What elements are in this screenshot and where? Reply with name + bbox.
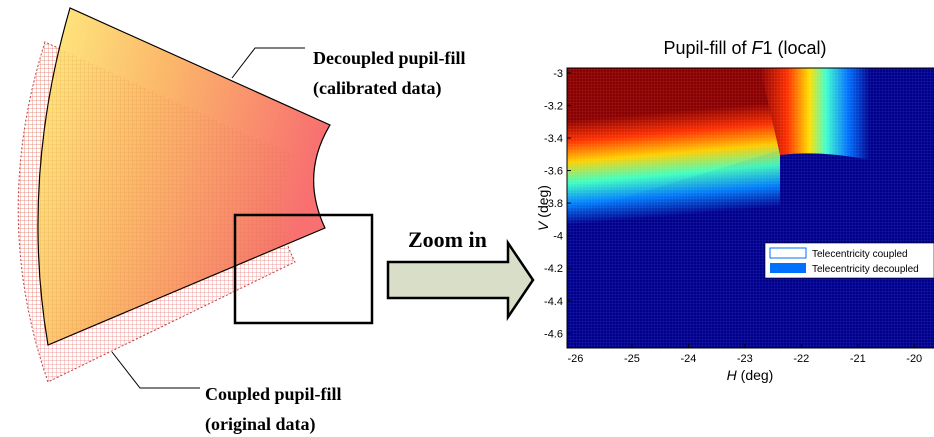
label: Coupled pupil-fill <box>205 384 342 404</box>
x-tick-label: -21 <box>850 353 866 365</box>
y-tick-label: -3.6 <box>544 166 563 178</box>
y-tick-label: -3.8 <box>544 198 563 210</box>
label-part: (deg) <box>535 185 551 222</box>
arrow-label: Zoom in <box>408 227 487 252</box>
label: (original data) <box>205 414 316 435</box>
x-tick-label: -22 <box>793 353 809 365</box>
x-tick-label: -24 <box>680 353 696 365</box>
y-tick-label: -4.4 <box>544 296 563 308</box>
x-tick-label: -23 <box>737 353 753 365</box>
plot-title: Pupil-fill of F1 (local) <box>663 38 826 58</box>
plot-frame <box>566 67 934 349</box>
label-part: V <box>535 220 551 231</box>
legend-label: Telecentricity decoupled <box>812 264 919 275</box>
title-part: Pupil-fill of <box>663 38 751 58</box>
x-tick-label: -26 <box>568 353 584 365</box>
legend-label: Telecentricity coupled <box>812 249 908 260</box>
y-tick-label: -3.4 <box>544 133 563 145</box>
y-tick-label: -3 <box>553 68 563 80</box>
y-tick-label: -4.6 <box>544 328 563 340</box>
x-tick-label: -25 <box>624 353 640 365</box>
title-part: F <box>752 38 764 58</box>
legend-swatch <box>769 247 807 259</box>
leader-line <box>231 47 305 79</box>
y-axis-label: V (deg) <box>535 185 551 231</box>
zoom-box <box>233 213 374 325</box>
label-part: (deg) <box>737 367 774 383</box>
x-axis-label: H (deg) <box>727 367 774 383</box>
leader-line <box>111 351 200 389</box>
y-tick-label: -3.2 <box>544 100 563 112</box>
heatmap <box>567 68 934 348</box>
legend-swatch <box>770 263 806 273</box>
x-tick-label: -20 <box>906 353 922 365</box>
title-part: 1 (local) <box>763 38 827 58</box>
label: (calibrated data) <box>313 78 441 99</box>
y-tick-label: -4.2 <box>544 263 563 275</box>
overlap-hatch <box>18 42 293 345</box>
label-part: H <box>727 367 738 383</box>
zoom-arrow <box>386 238 535 322</box>
y-tick-label: -4 <box>553 231 563 243</box>
label: Decoupled pupil-fill <box>313 48 466 68</box>
